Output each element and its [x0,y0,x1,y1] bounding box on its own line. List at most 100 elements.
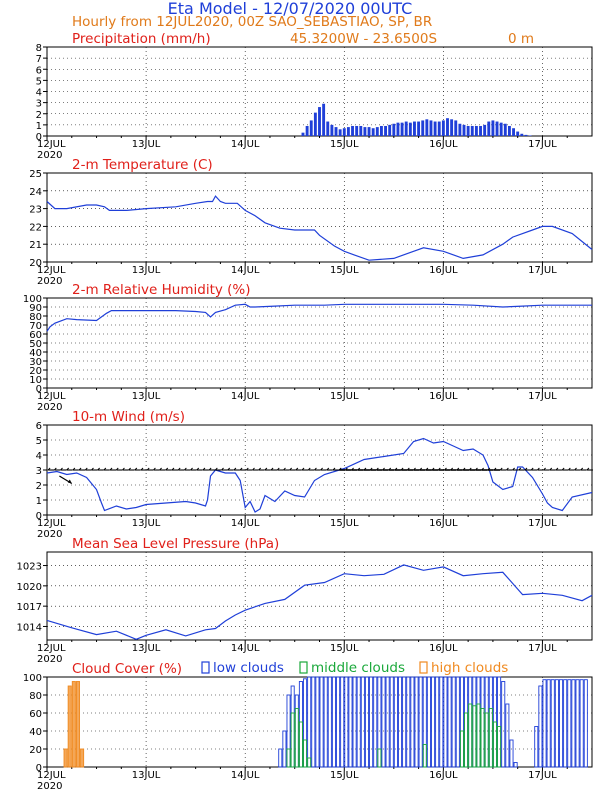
cloud-bar [393,676,398,768]
precip-bar [421,120,425,136]
year-label: 2020 [37,150,62,161]
x-tick-label: 12JUL [37,139,66,150]
x-tick-label: 12JUL [37,643,66,654]
wind-barb-tick [450,467,454,471]
y-tick-label: 40 [29,727,42,738]
y-tick-label: 80 [29,312,42,323]
cloud-bar [538,685,543,768]
cloud-bar [464,676,469,768]
y-tick-label: 100 [23,673,42,684]
year-label: 2020 [37,654,62,665]
x-tick-label: 12JUL [37,518,66,529]
panel-4: 0 1 2 3 4 5 6 12JUL 13JUL 14JUL 15JUL 16JUL 17JUL 202… [36,409,593,540]
cloud-bar [497,676,502,768]
precip-bar [429,120,433,136]
y-tick-label: 5 [36,436,42,447]
cloud-bar [406,676,411,768]
x-tick-label: 12JUL [37,391,66,402]
cloud-bar [505,703,510,768]
x-tick-label: 13JUL [132,518,161,529]
cloud-bar [327,676,332,768]
wind-barb-tick [140,467,144,471]
wind-barb-tick [53,467,57,471]
x-tick-label: 14JUL [231,391,260,402]
x-tick-label: 17JUL [528,265,557,276]
precip-bar [342,128,346,136]
cloud-bar [290,685,295,768]
precip-bar [334,127,338,136]
x-tick-label: 17JUL [528,391,557,402]
x-tick-label: 15JUL [330,643,359,654]
wind-barb-tick [78,467,82,471]
y-tick-label: 1023 [17,562,42,573]
cloud-bar [443,676,448,768]
y-tick-label: 24 [29,187,42,198]
precip-bar [441,120,445,136]
x-tick-label: 14JUL [231,518,260,529]
precip-bar [359,125,363,136]
wind-barb-tick [369,467,373,471]
cloud-bar [455,676,460,768]
cloud-bar [75,681,80,768]
year-label: 2020 [37,276,62,287]
cloud-bar [509,739,514,768]
wind-barb-tick [555,467,559,471]
cloud-bar [472,705,477,768]
precip-bar [495,121,499,136]
cloud-bar [348,676,353,768]
cloud-bar [480,708,485,768]
cloud-bar [546,679,551,768]
cloud-bar [579,679,584,768]
cloud-bar [344,676,349,768]
precip-bar [330,124,334,136]
wind-barb-tick [72,467,76,471]
cloud-bar [583,679,588,768]
wind-barb-tick [146,467,150,471]
y-tick-label: 1014 [17,622,42,633]
x-tick-label: 17JUL [528,643,557,654]
wind-barb-tick [320,467,323,471]
wind-barb-tick [134,467,138,471]
cloud-bar [422,744,427,768]
x-tick-label: 17JUL [528,139,557,150]
x-tick-label: 13JUL [132,265,161,276]
x-tick-label: 12JUL [37,770,66,781]
legend-swatch [201,661,210,674]
y-tick-label: 60 [29,330,42,341]
cloud-bar [311,676,316,768]
cloud-bar [563,679,568,768]
wind-barb-tick [586,467,590,471]
cloud-bar [290,712,295,768]
panel-frame [46,172,593,263]
cloud-bar [298,681,303,768]
cloud-bar [80,748,85,768]
wind-barb-tick [270,467,274,471]
y-tick-label: 40 [29,348,42,359]
x-tick-label: 14JUL [231,770,260,781]
cloud-bar [422,676,427,768]
cloud-bar [331,676,336,768]
wind-barb-tick [530,467,534,471]
y-tick-label: 4 [36,88,42,99]
y-tick-label: 3 [36,99,42,110]
wind-barb-tick [307,467,311,471]
wind-barb-tick [159,467,162,471]
x-tick-label: 16JUL [429,139,458,150]
y-tick-label: 90 [29,303,42,314]
wind-barb-tick [537,467,540,471]
cloud-bar [307,757,312,768]
wind-barb-tick [264,467,268,471]
cloud-bar [307,676,312,768]
wind-barb-tick [549,467,553,471]
wind-barb-tick [394,467,398,471]
cloud-bar [294,708,299,768]
precip-bar [524,134,528,136]
cloud-bar [315,676,320,768]
wind-barb-tick [561,467,565,471]
y-tick-label: 30 [29,357,42,368]
cloud-bar [373,676,378,768]
wind-barb-tick [481,467,485,471]
y-tick-label: 22 [29,222,42,233]
panel-6: 0 20 40 60 80 100 12JUL 13JUL 14JUL 15JUL 16JUL 17J… [23,660,593,792]
